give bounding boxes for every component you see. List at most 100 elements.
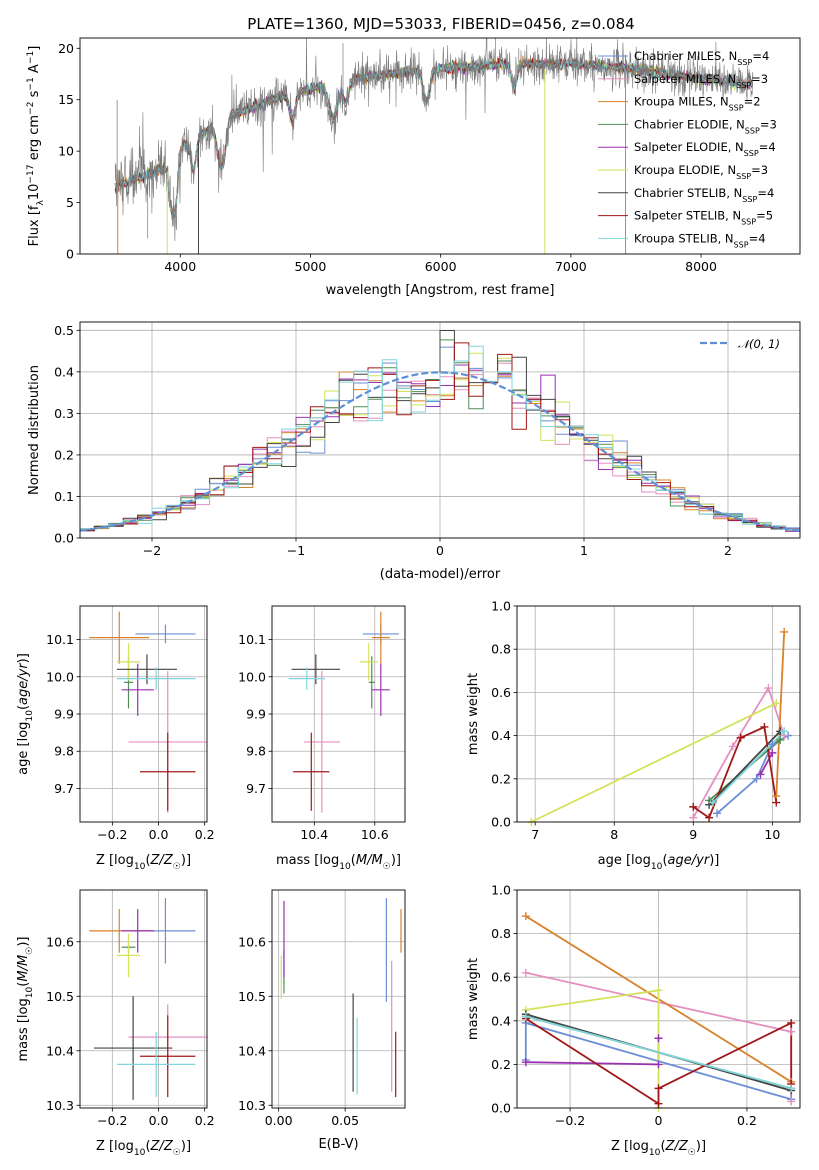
legend-entry-part: SSP [741, 217, 756, 226]
x-tick-label: 0.0 [149, 827, 169, 842]
legend-entry-part: SSP [736, 80, 751, 89]
x-axis-label: age [log10(age/yr)] [598, 853, 720, 872]
x-axis-label: Z [log10(Z/Z☉)] [96, 853, 191, 872]
y-axis-label-part: 10 [27, 184, 42, 201]
y-axis-label-part: erg cm [27, 115, 42, 164]
x-axis-label-part: ☉ [173, 1148, 181, 1158]
weight-marker [654, 1099, 663, 1108]
weight-marker [654, 986, 663, 995]
legend-entry: Kroupa ELODIE, NSSP=3 [634, 163, 768, 181]
x-axis-label: Z [log10(Z/Z☉)] [96, 1139, 191, 1158]
y-tick-label: 10.0 [46, 669, 74, 684]
residual-histogram [80, 345, 800, 538]
x-axis-label-part: age [log [598, 853, 651, 868]
x-axis-label-part: 10 [651, 862, 663, 872]
x-axis-label-part: Z [log [96, 853, 134, 868]
x-tick-label: −2 [143, 543, 161, 558]
y-tick-label: 0.5 [54, 323, 74, 338]
plot-area [272, 606, 405, 822]
x-axis-label-part: ( [660, 1139, 665, 1154]
y-axis-label-part: 10 [25, 987, 35, 999]
y-tick-label: 0.4 [491, 728, 511, 743]
x-tick-label: 0.05 [331, 1113, 359, 1128]
y-axis-label-part: λ [36, 200, 46, 206]
legend-entry-part: SSP [736, 172, 751, 181]
y-axis-label-part: M/M [16, 955, 31, 982]
x-axis-label-part: 10 [339, 862, 351, 872]
y-axis-label-part: mass [log [16, 998, 31, 1061]
legend-entry-part: =3 [751, 163, 768, 177]
y-axis-label-part: s [27, 90, 42, 101]
weight-marker [654, 1084, 663, 1093]
x-tick-label: −0.2 [97, 827, 127, 842]
weight-marker [787, 1027, 796, 1036]
weight-marker [768, 748, 777, 757]
weight-marker [772, 798, 781, 807]
plot-area [114, 38, 754, 254]
panel-age-vs-mass: 10.4 10.6 9.7 9.8 9.9 10.0 10.1 mass [log10(M/M… [238, 605, 406, 872]
x-tick-label: 2 [724, 543, 732, 558]
y-tick-label: 20 [58, 41, 74, 56]
y-axis-label-part: )] [16, 937, 31, 947]
x-tick-label: 6000 [425, 259, 457, 274]
panel-massweight-vs-Z: −0.2 0 0.2 0.0 0.2 0.4 0.6 0.8 1.0 Z [log10(Z/Z☉)… [466, 883, 801, 1158]
weight-marker [521, 1058, 530, 1067]
legend-entry-part: SSP [737, 58, 752, 67]
weight-marker [521, 912, 530, 921]
x-tick-label: −0.2 [97, 1113, 127, 1128]
y-axis-label-part: −1 [26, 77, 36, 90]
weight-marker [780, 727, 789, 736]
weight-marker [689, 802, 698, 811]
y-tick-label: 0.2 [491, 771, 511, 786]
y-axis-label-part: ☉ [25, 947, 35, 955]
weight-marker [787, 1084, 796, 1093]
y-axis-label: Flux [fλ10−17 erg cm−2 s−1 A−1] [26, 46, 46, 247]
y-tick-label: 10.1 [46, 632, 74, 647]
y-tick-label: 0.3 [54, 406, 74, 421]
y-axis-label-part: ] [27, 46, 42, 51]
legend-entry: Kroupa MILES, NSSP=2 [634, 95, 761, 113]
legend-entry-part: =4 [752, 49, 769, 63]
y-axis-label-part: ( [16, 982, 31, 987]
plot-area [517, 606, 800, 822]
legend-entry: Salpeter MILES, NSSP=3 [634, 72, 768, 90]
y-axis-label-part: 10 [25, 710, 35, 722]
y-axis-label: mass weight [466, 673, 481, 755]
legend-entry-part: SSP [744, 149, 759, 158]
y-tick-label: 0.6 [491, 970, 511, 985]
weight-line [525, 1015, 792, 1090]
y-tick-label: 15 [58, 92, 74, 107]
x-axis-label-part: 10 [649, 1148, 661, 1158]
weight-marker [705, 813, 714, 822]
y-tick-label: 9.8 [54, 744, 74, 759]
x-axis-label: mass [log10(M/M☉)] [276, 853, 401, 872]
x-axis-label: Z [log10(Z/Z☉)] [611, 1139, 706, 1158]
x-axis-label-part: ( [662, 853, 667, 868]
y-axis-label-part: −1 [26, 51, 36, 64]
x-tick-label: −1 [287, 543, 305, 558]
axes-frame [516, 889, 801, 1109]
axes-frame [271, 889, 406, 1109]
y-tick-label: 10.1 [238, 632, 266, 647]
weight-marker [787, 1097, 796, 1106]
y-tick-label: 0 [66, 247, 74, 262]
x-tick-label: −0.2 [555, 1113, 585, 1128]
legend-entry-part: Salpeter STELIB, N [634, 209, 741, 223]
y-axis-label-part: )] [16, 653, 31, 663]
weight-marker [728, 742, 737, 751]
y-axis-label: mass [log10(M/M☉)] [16, 937, 35, 1062]
weight-marker [709, 798, 718, 807]
x-axis-label-part: Z/Z [665, 1139, 689, 1154]
weight-marker [780, 627, 789, 636]
weight-marker [521, 968, 530, 977]
legend-entry: Chabrier STELIB, NSSP=4 [634, 186, 774, 204]
weight-marker [768, 740, 777, 749]
weight-marker [689, 813, 698, 822]
y-tick-label: 0.0 [491, 815, 511, 830]
y-tick-label: 0.4 [54, 364, 74, 379]
weight-marker [712, 809, 721, 818]
panel-spectrum: 4000 5000 6000 7000 8000 0 5 10 15 20 wavelength [… [26, 37, 801, 298]
x-axis-label-part: Z/Z [150, 853, 174, 868]
